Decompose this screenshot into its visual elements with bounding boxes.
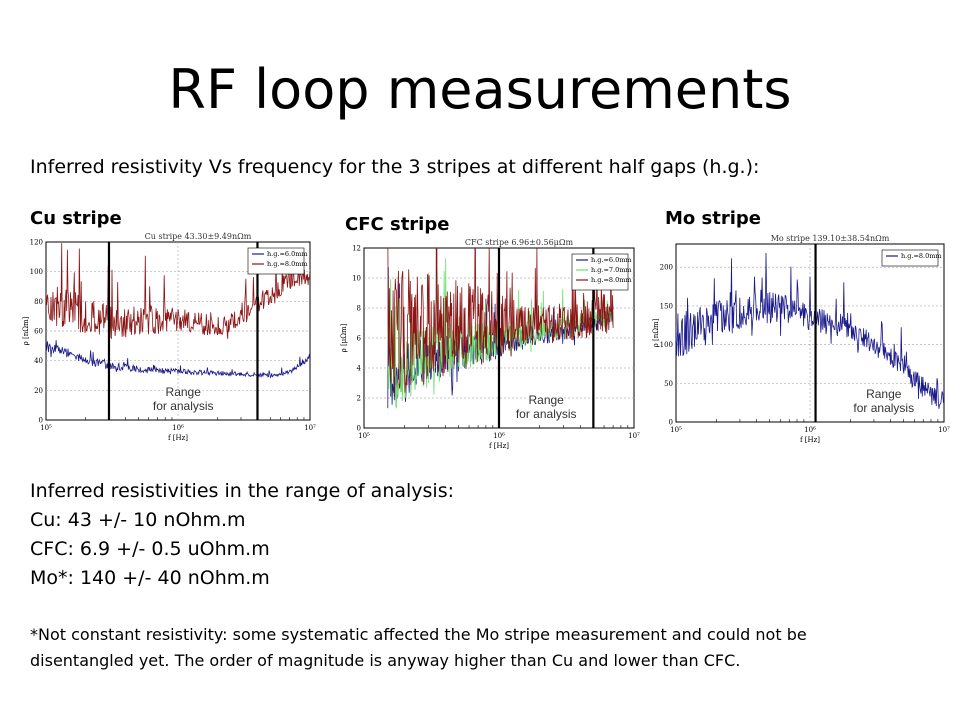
y-tick-label: 100 xyxy=(30,268,43,276)
y-tick-label: 80 xyxy=(34,298,43,306)
x-tick-label: 10⁶ xyxy=(493,432,505,440)
legend-entry: h.g.=7.0mm xyxy=(591,266,632,274)
results-heading: Inferred resistivities in the range of a… xyxy=(30,480,455,502)
y-tick-label: 4 xyxy=(357,365,362,373)
mo-stripe-chart: Mo stripe 139.10±38.54nΩm 10⁵ 10⁶ 10⁷ 0 50 100… xyxy=(650,232,954,444)
y-axis-label: ρ [nΩm] xyxy=(652,318,660,347)
y-tick-label: 60 xyxy=(34,328,43,336)
y-tick-label: 0 xyxy=(357,425,361,433)
y-tick-label: 100 xyxy=(660,341,673,349)
y-axis-label: ρ [nΩm] xyxy=(22,316,30,345)
x-tick-label: 10⁷ xyxy=(938,426,950,434)
y-tick-label: 20 xyxy=(34,387,43,395)
cu-stripe-chart: Cu stripe 43.30±9.49nΩm 10⁵ 10⁶ 10⁷ 0 20 40 60 8… xyxy=(20,230,320,442)
x-axis-label: f [Hz] xyxy=(168,434,188,442)
x-tick-label: 10⁷ xyxy=(628,432,640,440)
result-cfc: CFC: 6.9 +/- 0.5 uOhm.m xyxy=(30,538,270,560)
x-tick-label: 10⁵ xyxy=(40,424,52,432)
x-tick-label: 10⁶ xyxy=(804,426,816,434)
x-axis-label: f [Hz] xyxy=(489,442,509,450)
y-tick-label: 150 xyxy=(660,302,673,310)
chart-title: Mo stripe 139.10±38.54nΩm xyxy=(771,234,890,243)
legend-entry: h.g.=6.0mm xyxy=(267,250,308,258)
series-line xyxy=(46,243,310,339)
slide-subtitle: Inferred resistivity Vs frequency for th… xyxy=(30,156,760,178)
range-annotation: Range xyxy=(528,393,564,407)
result-mo: Mo*: 140 +/- 40 nOhm.m xyxy=(30,567,270,589)
range-annotation: for analysis xyxy=(853,401,914,415)
y-tick-label: 40 xyxy=(34,357,43,365)
y-tick-label: 10 xyxy=(352,275,361,283)
mo-stripe-label: Mo stripe xyxy=(665,208,762,229)
cfc-stripe-chart-svg: CFC stripe 6.96±0.56μΩm 10⁵ 10⁶ 10⁷ 0 2 4 6 8 10 1… xyxy=(340,238,640,450)
y-tick-label: 50 xyxy=(664,380,673,388)
x-tick-label: 10⁶ xyxy=(172,424,184,432)
series-group xyxy=(676,252,944,409)
x-tick-label: 10⁵ xyxy=(670,426,682,434)
cfc-stripe-chart: CFC stripe 6.96±0.56μΩm 10⁵ 10⁶ 10⁷ 0 2 4 6 8 10 1… xyxy=(338,236,644,450)
series-group xyxy=(46,243,310,379)
footnote-line-2: disentangled yet. The order of magnitude… xyxy=(30,651,741,670)
series-line xyxy=(676,252,944,409)
y-tick-label: 200 xyxy=(660,264,673,272)
range-annotation: for analysis xyxy=(516,407,577,421)
y-tick-label: 8 xyxy=(357,305,361,313)
legend-box xyxy=(881,249,939,267)
y-tick-label: 0 xyxy=(669,419,673,427)
cu-stripe-chart-svg: Cu stripe 43.30±9.49nΩm 10⁵ 10⁶ 10⁷ 0 20 40 60 8… xyxy=(22,232,316,442)
legend-entry: h.g.=8.0mm xyxy=(901,252,942,260)
y-tick-label: 6 xyxy=(357,335,362,343)
x-tick-label: 10⁷ xyxy=(304,424,316,432)
x-axis-label: f [Hz] xyxy=(800,436,820,444)
y-tick-label: 120 xyxy=(30,239,43,247)
cfc-stripe-label: CFC stripe xyxy=(345,214,450,235)
y-tick-label: 2 xyxy=(357,395,361,403)
legend-box xyxy=(247,247,305,275)
footnote: *Not constant resistivity: some systemat… xyxy=(30,622,930,674)
range-annotation: Range xyxy=(866,387,902,401)
y-tick-label: 12 xyxy=(352,245,361,253)
series-line xyxy=(46,340,310,379)
footnote-line-1: *Not constant resistivity: some systemat… xyxy=(30,625,807,644)
y-axis-label: ρ [μΩm] xyxy=(340,323,348,352)
slide-title: RF loop measurements xyxy=(168,58,792,121)
result-cu: Cu: 43 +/- 10 nOhm.m xyxy=(30,509,246,531)
chart-title: CFC stripe 6.96±0.56μΩm xyxy=(465,238,574,247)
mo-stripe-chart-svg: Mo stripe 139.10±38.54nΩm 10⁵ 10⁶ 10⁷ 0 50 100… xyxy=(652,234,950,444)
range-annotation: for analysis xyxy=(153,399,214,413)
range-annotation: Range xyxy=(166,385,202,399)
results-block: Inferred resistivities in the range of a… xyxy=(30,477,454,593)
x-tick-label: 10⁵ xyxy=(358,432,370,440)
legend-entry: h.g.=8.0mm xyxy=(591,276,632,284)
legend-entry: h.g.=6.0mm xyxy=(591,256,632,264)
legend-entry: h.g.=8.0mm xyxy=(267,260,308,268)
cu-stripe-label: Cu stripe xyxy=(30,208,122,229)
y-tick-label: 0 xyxy=(39,417,43,425)
chart-title: Cu stripe 43.30±9.49nΩm xyxy=(145,232,252,241)
